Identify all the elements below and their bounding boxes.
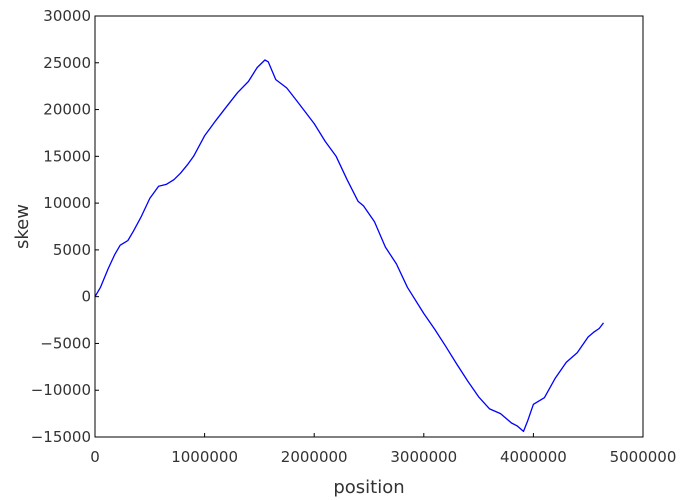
x-tick-label: 1000000 [171,448,238,466]
y-tick-label: −5000 [40,334,91,352]
y-tick-label: 25000 [43,54,91,72]
y-tick-label: 10000 [43,194,91,212]
x-tick-label: 4000000 [500,448,567,466]
y-tick-label: 20000 [43,101,91,119]
skew-series-line [94,59,605,433]
y-axis-title: skew [12,204,33,249]
x-tick-label: 5000000 [610,448,677,466]
tick-labels-layer: 0 1000000 2000000 3000000 4000000 5000000 −150… [31,7,677,466]
x-tick-label: 3000000 [390,448,457,466]
x-tick-label: 0 [90,448,100,466]
y-tick-label: 30000 [43,7,91,25]
x-tick-label: 2000000 [281,448,348,466]
y-tick-label: 0 [81,288,91,306]
y-tick-label: −15000 [31,428,91,446]
ticks-layer [94,15,644,438]
y-tick-label: 15000 [43,147,91,165]
y-tick-label: −10000 [31,381,91,399]
plot-area-frame [94,15,644,438]
x-axis-title: position [333,477,404,498]
y-tick-label: 5000 [53,241,91,259]
